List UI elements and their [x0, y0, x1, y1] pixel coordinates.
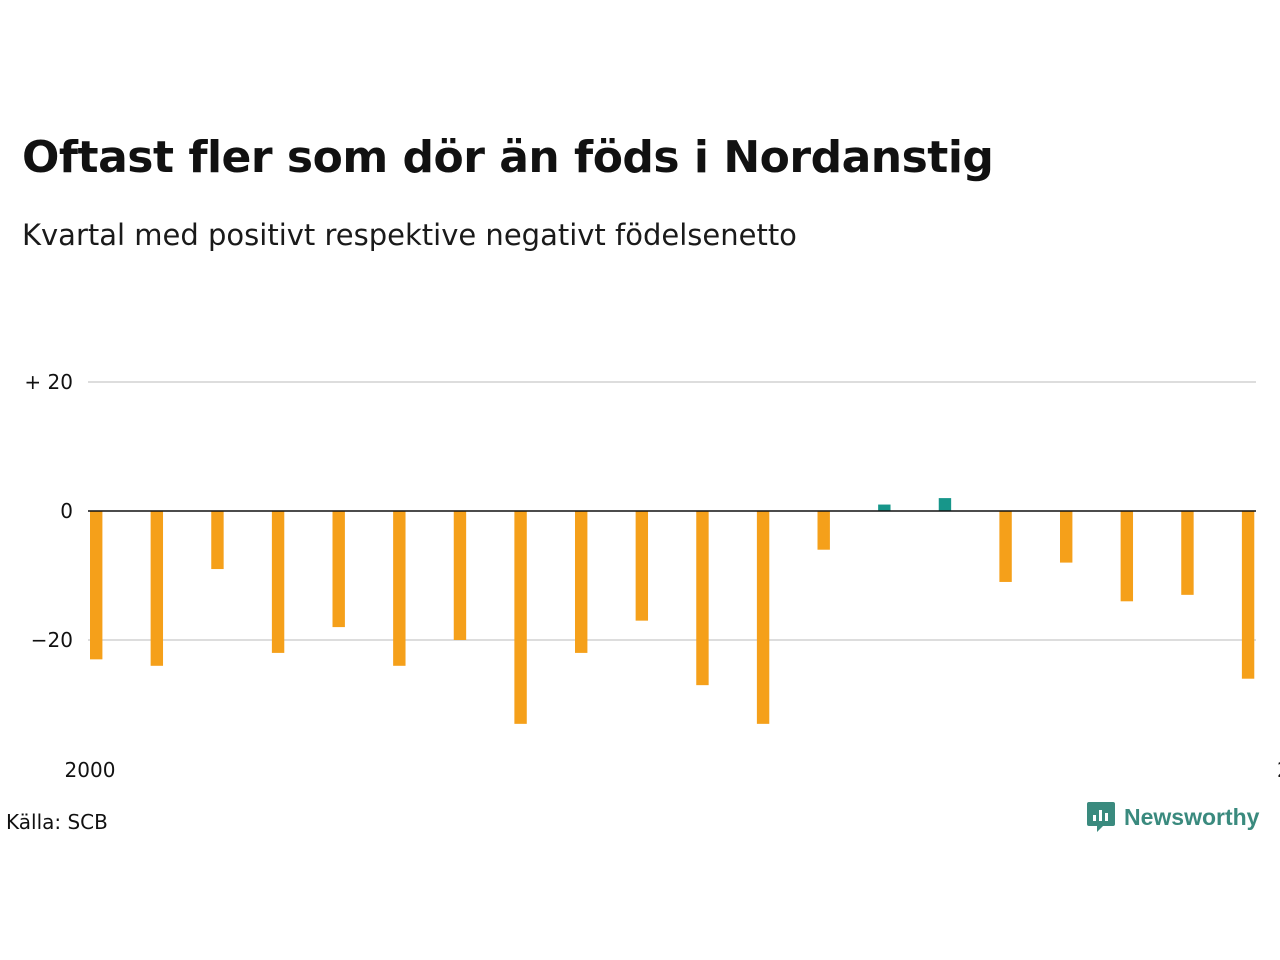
chart-subtitle: Kvartal med positivt respektive negativt… — [22, 218, 797, 252]
chart-title: Oftast fler som dör än föds i Nordanstig — [22, 132, 994, 183]
bar — [1120, 511, 1134, 602]
bar — [1181, 511, 1194, 595]
bar — [150, 511, 164, 666]
bar — [999, 511, 1012, 582]
brand-name: Newsworthy — [1124, 803, 1260, 830]
source-note: Källa: SCB — [6, 810, 108, 834]
bar — [332, 511, 345, 628]
bar — [756, 511, 770, 724]
bar — [393, 511, 406, 666]
x-axis-ticks: 20002005201020152020 — [65, 758, 1280, 782]
bar — [696, 511, 709, 686]
y-axis-ticks: + 20 0 −20 — [24, 370, 73, 652]
bar — [878, 504, 891, 511]
x-tick-label: 2005 — [1277, 758, 1280, 782]
bar — [635, 511, 649, 621]
newsworthy-logo-icon — [1087, 802, 1115, 832]
brand-logo: Newsworthy — [1086, 800, 1259, 834]
bar — [453, 511, 467, 640]
bar — [938, 498, 952, 511]
bar — [90, 511, 103, 660]
bar — [211, 511, 224, 570]
y-tick-label: 0 — [60, 499, 73, 523]
bar — [1241, 511, 1255, 679]
x-tick-label: 2000 — [65, 758, 116, 782]
y-tick-label: −20 — [31, 628, 73, 652]
bar — [514, 511, 527, 724]
bar — [817, 511, 830, 550]
bars — [90, 498, 1255, 724]
bar — [575, 511, 588, 653]
y-tick-label: + 20 — [24, 370, 73, 394]
bar — [1060, 511, 1073, 563]
bar — [271, 511, 285, 653]
